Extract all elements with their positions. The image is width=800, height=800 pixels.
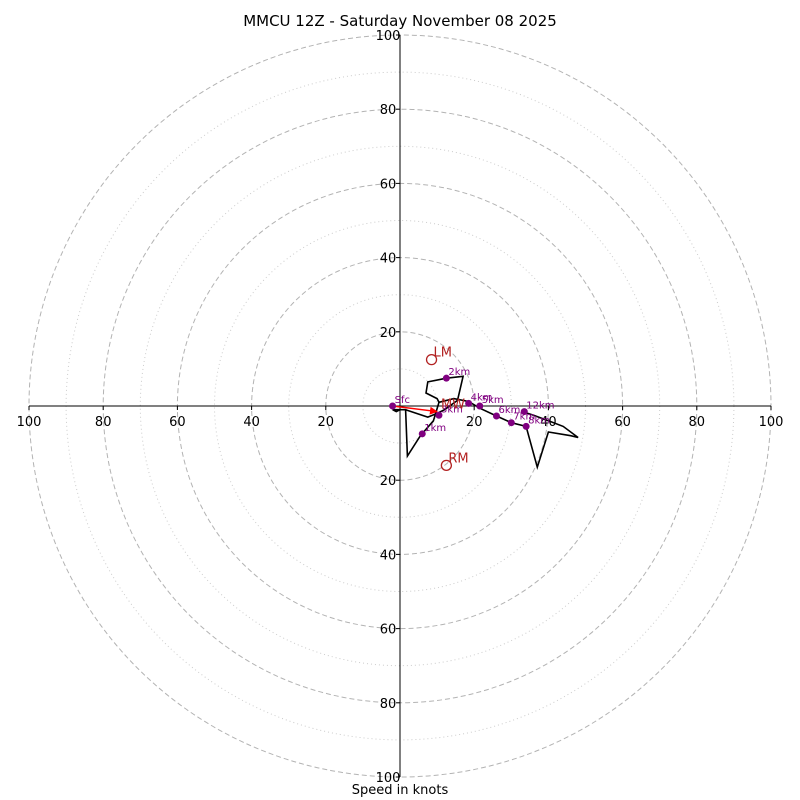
height-marker-3km — [435, 411, 443, 419]
tick-label: 80 — [689, 415, 706, 430]
height-marker-sfc — [389, 402, 397, 410]
tick-label: 60 — [380, 623, 397, 638]
tick-label: 40 — [380, 252, 397, 267]
storm-motion-label-lm: LM — [434, 346, 452, 361]
tick-label: 60 — [614, 415, 631, 430]
height-label-2km: 2km — [448, 367, 470, 378]
height-marker-5km — [476, 402, 484, 410]
tick-label: 20 — [380, 474, 397, 489]
mean-wind-arrow — [392, 405, 438, 415]
height-marker-4km — [465, 399, 473, 407]
height-label-1km: 1km — [424, 423, 446, 434]
height-marker-2km — [442, 374, 450, 382]
height-marker-12km — [520, 408, 528, 416]
height-label-5km: 5km — [482, 395, 504, 406]
tick-label: 20 — [380, 326, 397, 341]
tick-label: 40 — [243, 415, 260, 430]
height-label-8km: 8km — [528, 415, 550, 426]
tick-label: 100 — [376, 771, 401, 786]
chart-title: MMCU 12Z - Saturday November 08 2025 — [243, 12, 557, 30]
height-marker-1km — [418, 430, 426, 438]
storm-motion-label-rm: RM — [448, 451, 468, 466]
height-marker-7km — [507, 419, 515, 427]
height-label-3km: 3km — [441, 404, 463, 415]
storm-motion-marker-rm — [440, 459, 453, 472]
tick-label: 20 — [318, 415, 335, 430]
tick-label: 60 — [380, 177, 397, 192]
x-axis-label: Speed in knots — [351, 783, 449, 798]
hodograph-trace — [392, 397, 579, 471]
tick-label: 80 — [95, 415, 112, 430]
tick-label: 100 — [759, 415, 784, 430]
height-marker-8km — [522, 422, 530, 430]
height-label-7km: 7km — [513, 412, 535, 423]
height-label-12km: 12km — [526, 401, 554, 412]
height-label-sfc: Sfc — [395, 395, 410, 406]
tick-label: 100 — [376, 29, 401, 44]
tick-label: 20 — [466, 415, 483, 430]
height-marker-6km — [492, 412, 500, 420]
tick-label: 80 — [380, 103, 397, 118]
tick-label: 100 — [17, 415, 42, 430]
tick-label: 60 — [169, 415, 186, 430]
mean-wind-label: MW — [441, 398, 465, 413]
height-label-6km: 6km — [498, 405, 520, 416]
tick-label: 80 — [380, 697, 397, 712]
storm-motion-marker-lm — [425, 353, 438, 366]
height-label-4km: 4km — [471, 392, 493, 403]
tick-label: 40 — [380, 548, 397, 563]
